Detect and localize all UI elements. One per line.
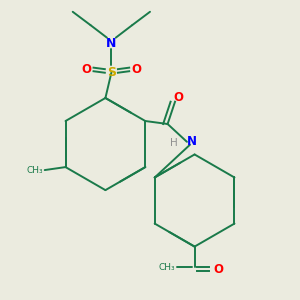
- Text: O: O: [131, 63, 141, 76]
- Text: N: N: [187, 135, 197, 148]
- Text: CH₃: CH₃: [159, 263, 175, 272]
- Text: N: N: [106, 37, 116, 50]
- Text: O: O: [213, 263, 224, 276]
- Text: O: O: [82, 63, 92, 76]
- Text: S: S: [107, 66, 116, 79]
- Text: H: H: [170, 138, 178, 148]
- Text: CH₃: CH₃: [27, 166, 43, 175]
- Text: O: O: [173, 91, 183, 104]
